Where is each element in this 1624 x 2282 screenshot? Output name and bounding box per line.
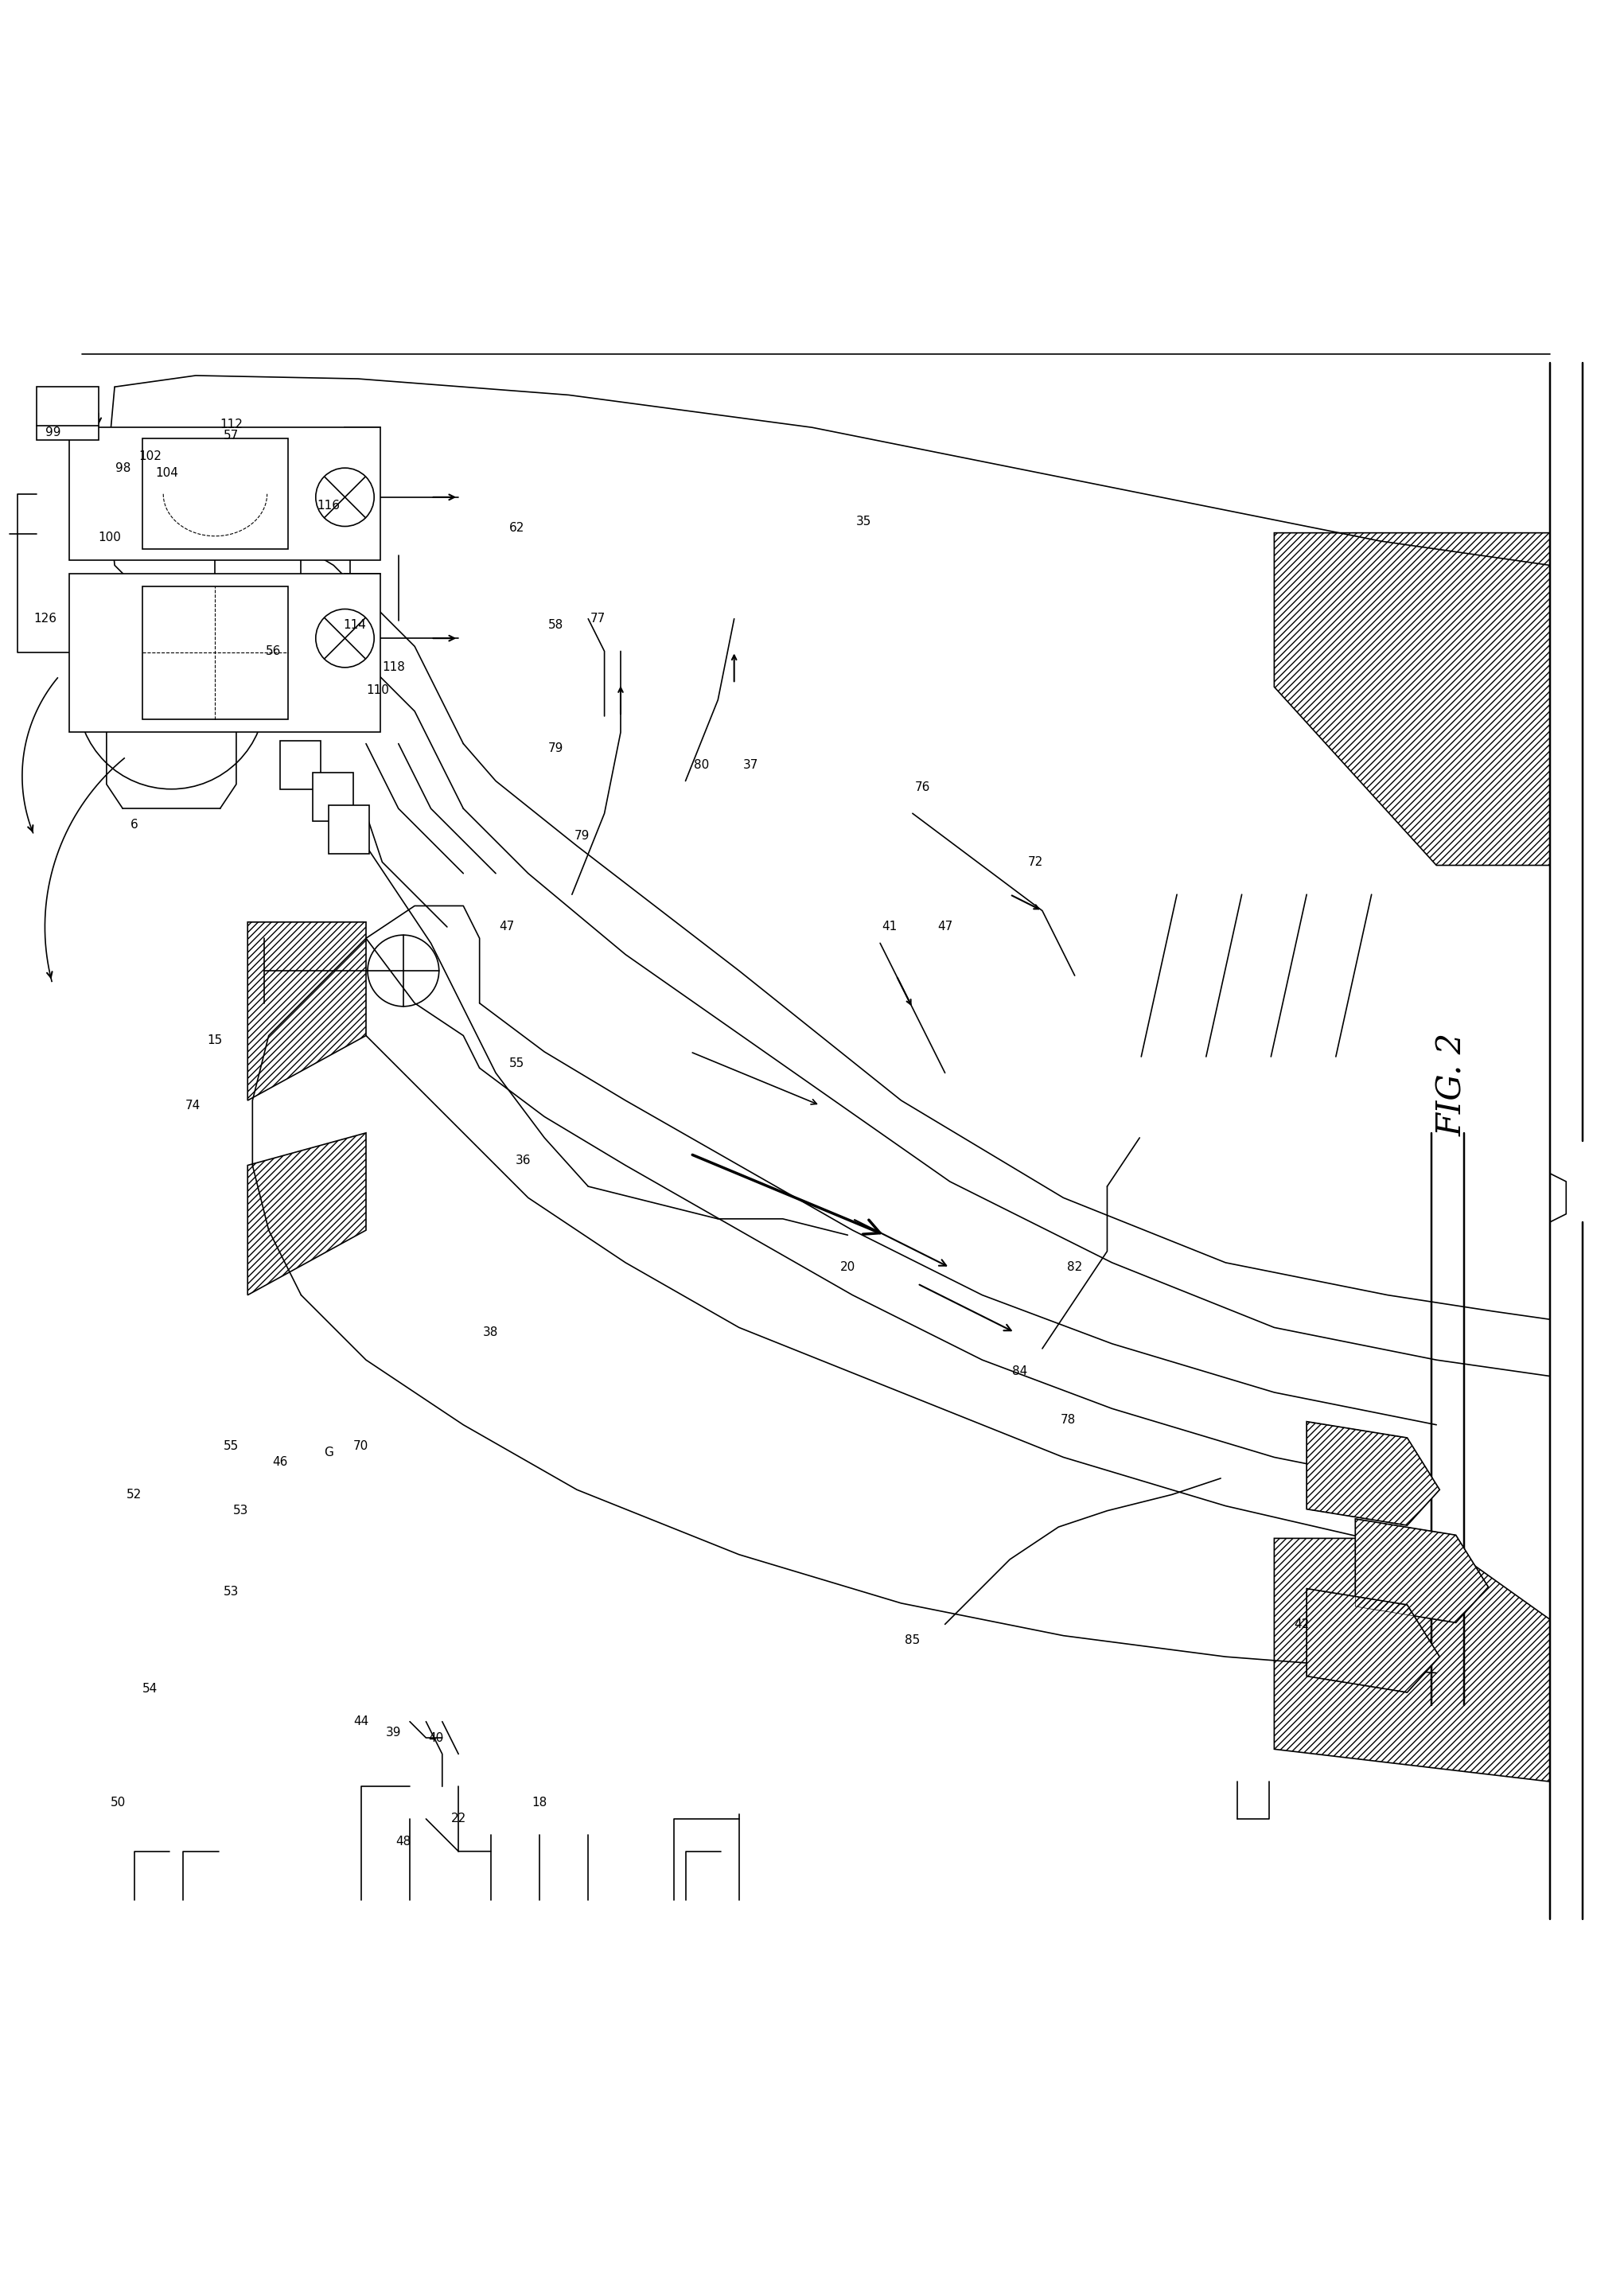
Text: 79: 79 — [573, 831, 590, 842]
Text: 47: 47 — [937, 922, 953, 933]
Text: 46: 46 — [273, 1456, 287, 1467]
Text: 38: 38 — [484, 1326, 499, 1337]
Text: FIG. 2: FIG. 2 — [1436, 1031, 1470, 1136]
Text: 40: 40 — [429, 1732, 443, 1743]
Text: 53: 53 — [224, 1586, 239, 1597]
Polygon shape — [1356, 1520, 1488, 1623]
Text: 52: 52 — [127, 1488, 141, 1502]
Text: 37: 37 — [742, 760, 758, 771]
Text: 79: 79 — [547, 742, 564, 755]
Text: 18: 18 — [533, 1796, 547, 1810]
Bar — [312, 774, 352, 822]
Text: 15: 15 — [208, 1034, 222, 1047]
Text: 70: 70 — [354, 1440, 369, 1451]
Polygon shape — [247, 1132, 365, 1296]
Text: 116: 116 — [317, 500, 341, 511]
Text: 100: 100 — [99, 532, 122, 543]
Text: 118: 118 — [382, 662, 404, 673]
Text: 82: 82 — [1067, 1262, 1082, 1273]
Text: 50: 50 — [110, 1796, 125, 1810]
Text: 104: 104 — [154, 468, 179, 479]
Text: 77: 77 — [590, 614, 606, 625]
Text: 47: 47 — [500, 922, 515, 933]
Text: 78: 78 — [1060, 1415, 1077, 1426]
Polygon shape — [1275, 1538, 1549, 1782]
Bar — [70, 573, 380, 733]
Text: 72: 72 — [1028, 856, 1044, 867]
Text: 102: 102 — [138, 450, 162, 463]
Bar — [328, 806, 369, 853]
Text: 39: 39 — [387, 1727, 401, 1739]
Text: 20: 20 — [840, 1262, 856, 1273]
Text: 58: 58 — [547, 618, 564, 632]
Text: 53: 53 — [234, 1504, 248, 1518]
Text: 42: 42 — [1294, 1618, 1309, 1629]
Text: 55: 55 — [224, 1440, 239, 1451]
Text: 6: 6 — [130, 819, 138, 831]
Text: 98: 98 — [115, 461, 130, 475]
Text: 55: 55 — [510, 1057, 525, 1070]
Text: 80: 80 — [693, 760, 710, 771]
Text: 126: 126 — [34, 614, 57, 625]
Bar — [37, 388, 99, 440]
Text: 85: 85 — [905, 1634, 921, 1648]
Text: 48: 48 — [396, 1835, 411, 1848]
Text: 22: 22 — [451, 1812, 466, 1826]
Text: 76: 76 — [914, 780, 931, 794]
Text: 54: 54 — [143, 1684, 158, 1696]
Bar — [279, 739, 320, 790]
Text: 35: 35 — [856, 516, 872, 527]
Bar — [143, 586, 287, 719]
Text: G: G — [323, 1447, 333, 1458]
Polygon shape — [1307, 1588, 1439, 1693]
Text: 44: 44 — [354, 1716, 369, 1727]
Text: 99: 99 — [45, 427, 60, 438]
Text: 56: 56 — [266, 646, 281, 657]
Text: 62: 62 — [510, 523, 525, 534]
Text: 84: 84 — [1012, 1365, 1028, 1378]
Polygon shape — [247, 922, 365, 1100]
Text: 41: 41 — [882, 922, 898, 933]
Polygon shape — [1307, 1422, 1439, 1524]
Text: 110: 110 — [365, 685, 388, 696]
Polygon shape — [1275, 532, 1549, 865]
Text: 114: 114 — [343, 618, 365, 632]
Bar — [70, 427, 380, 561]
Text: 36: 36 — [515, 1155, 531, 1166]
Text: 57: 57 — [224, 429, 239, 440]
Text: 112: 112 — [219, 418, 244, 429]
Bar — [143, 438, 287, 550]
Text: 74: 74 — [185, 1100, 200, 1111]
